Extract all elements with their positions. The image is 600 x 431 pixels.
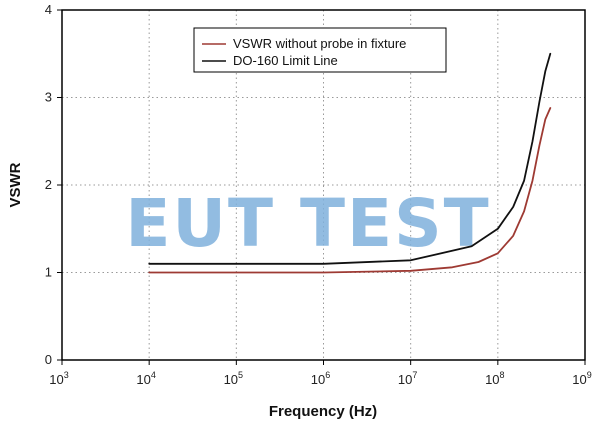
y-tick-label: 0 [45,352,52,367]
y-axis-label: VSWR [7,162,24,207]
x-tick-label: 103 [49,370,68,387]
legend-label-vswr: VSWR without probe in fixture [233,36,406,51]
watermark: EUT TEST [125,185,490,262]
x-tick-label: 107 [398,370,417,387]
series-lines [148,52,552,274]
legend: VSWR without probe in fixture DO-160 Lim… [193,27,447,73]
series-line-vswr [148,107,552,274]
series-line-limit [148,52,552,265]
x-tick-label: 106 [311,370,330,387]
axis-ticks: 103 104 105 106 107 108 109 0 1 2 3 4 [45,2,592,387]
x-tick-label: 109 [572,370,591,387]
y-tick-label: 4 [45,2,52,17]
x-tick-label: 104 [136,370,155,387]
y-tick-label: 3 [45,90,52,105]
y-tick-label: 1 [45,265,52,280]
x-axis-label: Frequency (Hz) [269,403,377,420]
x-tick-label: 105 [224,370,243,387]
legend-box [193,27,447,73]
legend-label-limit: DO-160 Limit Line [233,53,338,68]
x-tick-label: 108 [485,370,504,387]
y-tick-label: 2 [45,177,52,192]
